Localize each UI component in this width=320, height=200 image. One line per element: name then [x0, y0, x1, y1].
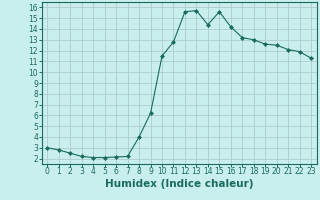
X-axis label: Humidex (Indice chaleur): Humidex (Indice chaleur) [105, 179, 253, 189]
